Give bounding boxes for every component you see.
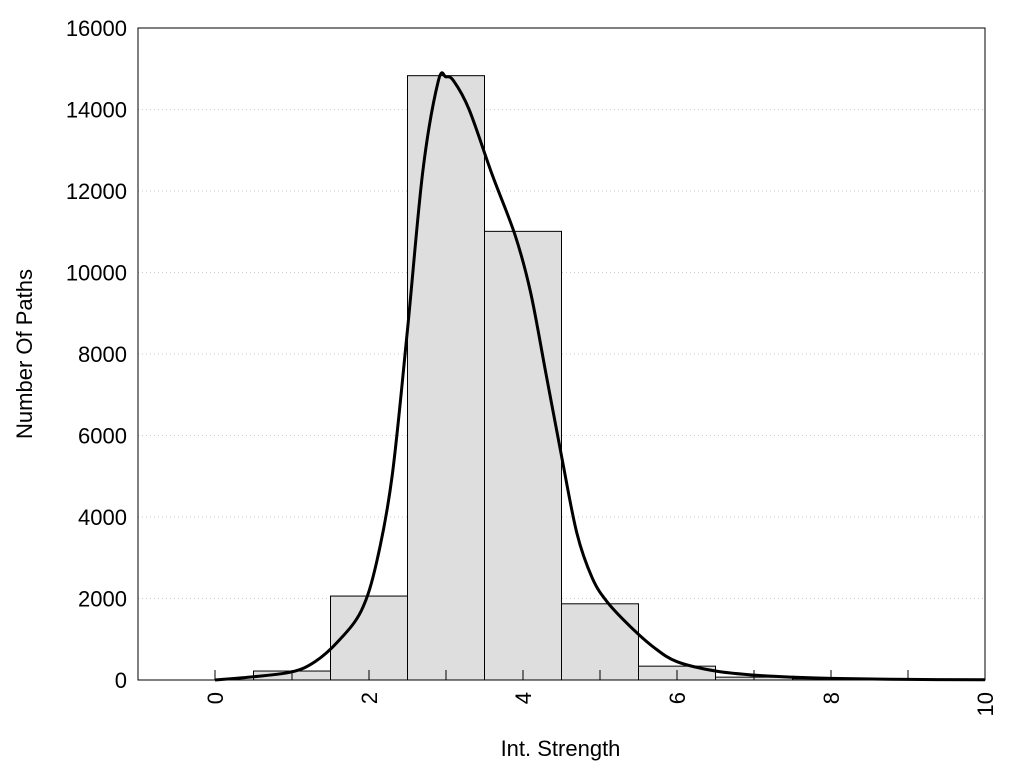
density-curve-line <box>214 71 986 682</box>
axis-ticks <box>214 670 986 680</box>
x-axis-title: Int. Strength <box>501 736 621 761</box>
y-tick-label: 2000 <box>78 587 127 612</box>
plot-frame <box>137 27 986 681</box>
histogram-bar <box>484 230 562 681</box>
y-tick-label: 10000 <box>66 261 127 286</box>
y-tick-label: 12000 <box>66 179 127 204</box>
y-tick-label: 8000 <box>78 342 127 367</box>
x-tick-labels: 0 2 4 6 8 10 <box>203 692 998 716</box>
density-curve <box>214 71 986 682</box>
histogram-bar <box>561 603 639 681</box>
x-tick-label: 6 <box>665 692 690 704</box>
x-tick-label: 0 <box>203 692 228 704</box>
y-tick-label: 14000 <box>66 98 127 123</box>
x-tick-label: 2 <box>357 692 382 704</box>
x-tick-label: 8 <box>819 692 844 704</box>
y-tick-label: 6000 <box>78 424 127 449</box>
x-tick-label: 4 <box>511 692 536 704</box>
histogram-bar <box>407 75 485 681</box>
y-tick-labels: 0 2000 4000 6000 8000 10000 12000 14000 16000 <box>66 16 127 693</box>
x-tick-label: 10 <box>973 692 998 716</box>
y-tick-label: 0 <box>115 668 127 693</box>
y-tick-label: 16000 <box>66 16 127 41</box>
y-tick-label: 4000 <box>78 505 127 530</box>
y-axis-title: Number Of Paths <box>12 269 37 439</box>
